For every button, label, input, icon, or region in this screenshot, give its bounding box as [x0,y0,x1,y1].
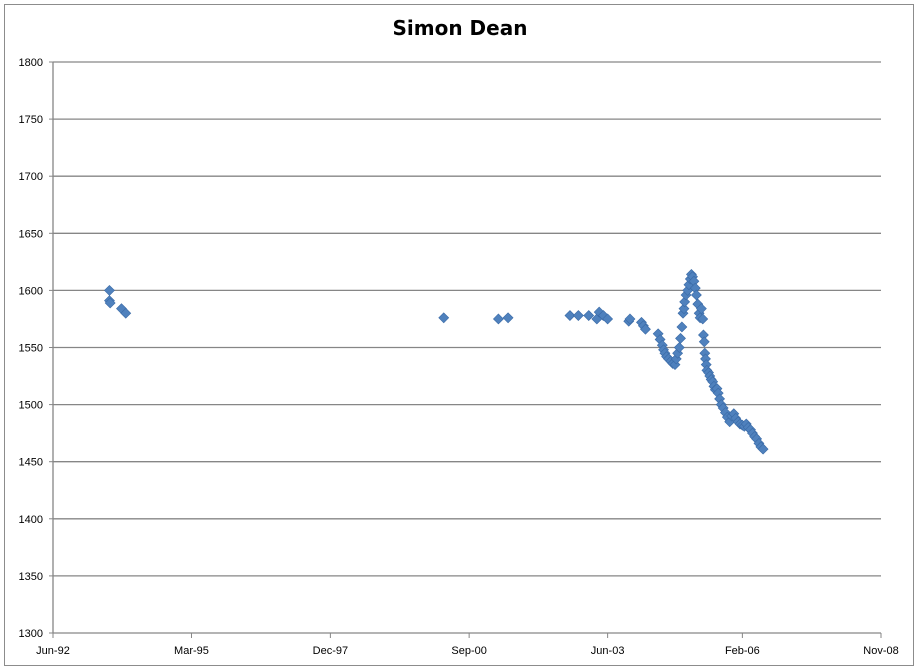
data-point [624,313,636,325]
data-point [438,312,450,324]
data-points [104,268,769,455]
data-point [690,289,702,301]
x-tick-label: Jun-03 [591,645,625,657]
data-point [679,296,691,308]
y-tick-label: 1650 [19,228,43,240]
y-tick-label: 1400 [19,514,43,526]
y-tick-label: 1500 [19,400,43,412]
x-tick-label: Dec-97 [313,645,348,657]
chart-frame [4,4,914,666]
y-axis-ticks: 1300 1350 1400 1450 1500 1550 1600 1650 1700 1750… [19,57,53,640]
x-tick-label: Jun-92 [36,645,70,657]
x-tick-label: Sep-00 [451,645,486,657]
y-tick-label: 1300 [19,628,43,640]
data-point [698,336,710,348]
y-tick-label: 1800 [19,57,43,69]
data-point [675,332,686,344]
x-tick-label: Mar-95 [174,645,209,657]
x-tick-label: Nov-08 [863,645,898,657]
x-tick-label: Feb-06 [725,645,760,657]
data-point [757,443,769,455]
y-tick-label: 1700 [19,171,43,183]
data-point [673,342,685,353]
data-point [695,303,707,315]
data-point [602,313,614,325]
data-point [502,312,514,324]
y-tick-label: 1350 [19,571,43,583]
data-point [492,313,504,325]
gridlines [53,61,881,577]
data-point [640,323,651,335]
data-point [697,313,709,325]
data-point [120,307,132,319]
data-point [564,310,576,321]
y-tick-label: 1600 [19,285,43,297]
x-axis-ticks: Jun-92 Mar-95 Dec-97 Sep-00 Jun-03 Feb-06 Nov-… [36,633,899,657]
data-point [583,310,595,321]
data-point [670,353,682,365]
chart-title: Simon Dean [392,16,528,40]
data-point [104,297,116,309]
data-point [572,310,584,321]
y-tick-label: 1550 [19,343,43,355]
data-point [104,284,115,296]
data-point [676,321,688,333]
data-point [678,303,690,315]
y-tick-label: 1750 [19,114,43,126]
y-tick-label: 1450 [19,457,43,469]
